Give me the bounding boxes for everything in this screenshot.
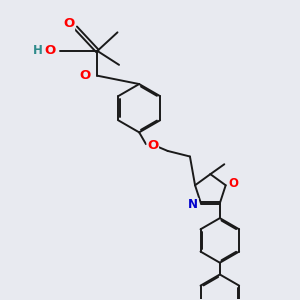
Text: O: O [228,177,239,190]
Text: O: O [63,17,74,31]
Text: O: O [79,69,91,82]
Text: N: N [188,198,198,211]
Text: O: O [44,44,56,57]
Text: O: O [147,139,158,152]
Text: H: H [33,44,43,57]
